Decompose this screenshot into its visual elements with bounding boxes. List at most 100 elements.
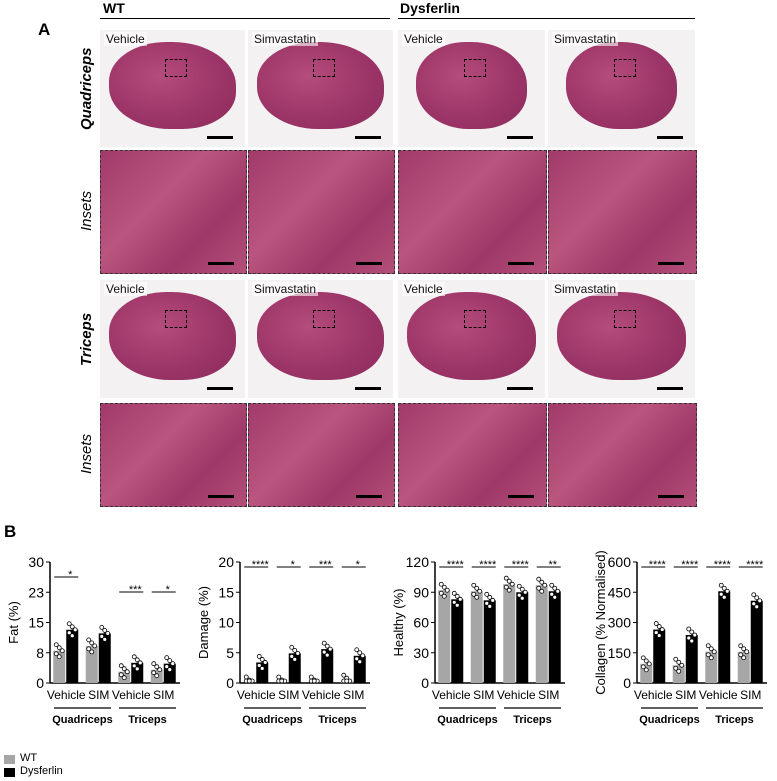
data-point <box>522 589 528 595</box>
y-tick-label: 5 <box>226 645 234 661</box>
data-point <box>673 656 679 662</box>
treatment-caption: Simvastatin <box>552 282 619 296</box>
y-tick-label: 0 <box>36 675 44 691</box>
data-point <box>643 658 649 664</box>
data-point <box>99 633 105 639</box>
data-point <box>676 668 682 674</box>
data-point <box>59 648 65 654</box>
data-point <box>118 672 124 678</box>
inset-region-marker <box>165 59 188 78</box>
data-point <box>99 624 105 630</box>
bar-wt <box>85 645 98 683</box>
inset-region-marker <box>614 59 637 78</box>
scale-bar <box>356 262 382 265</box>
histology-section-image: Simvastatin <box>548 30 695 147</box>
data-point <box>484 600 490 606</box>
data-point <box>689 638 695 644</box>
histology-section-image: Simvastatin <box>248 280 393 398</box>
bar-dysferlin <box>653 629 666 683</box>
y-tick-label: 23 <box>28 584 44 600</box>
data-point <box>509 581 515 587</box>
data-point <box>484 591 490 597</box>
data-point <box>516 583 522 589</box>
row-label-insets-1: Insets <box>78 190 95 232</box>
data-point <box>487 594 493 600</box>
significance-marker: **** <box>649 559 667 571</box>
data-point <box>131 663 137 669</box>
data-point <box>56 654 62 660</box>
scale-bar <box>657 136 683 139</box>
bar-wt <box>438 590 451 683</box>
data-point <box>292 647 298 653</box>
bar-dysferlin <box>548 591 561 683</box>
data-point <box>357 650 363 656</box>
treatment-caption: Simvastatin <box>252 32 319 46</box>
data-point <box>673 665 679 671</box>
group-label: Quadriceps <box>639 714 700 726</box>
data-point <box>259 657 265 662</box>
y-tick-label: 60 <box>413 615 429 631</box>
histology-section-image: Vehicle <box>100 30 245 147</box>
data-point <box>676 659 682 665</box>
y-tick-label: 20 <box>218 554 234 570</box>
data-point <box>289 653 295 659</box>
data-point <box>536 585 542 591</box>
data-point <box>506 587 512 593</box>
data-point <box>321 640 327 646</box>
scale-bar <box>508 262 534 265</box>
data-point <box>656 633 662 638</box>
histology-inset-image <box>548 403 697 507</box>
data-point <box>124 669 130 675</box>
scale-bar <box>355 136 381 139</box>
muscle-section <box>556 292 687 380</box>
significance-marker: *** <box>129 584 143 596</box>
data-point <box>341 672 347 678</box>
data-point <box>360 653 366 659</box>
data-point <box>170 661 176 667</box>
legend-swatch-dysferlin <box>4 768 15 777</box>
treatment-caption: Vehicle <box>104 282 147 296</box>
data-point <box>451 590 457 596</box>
data-point <box>519 586 525 592</box>
data-point <box>516 592 522 598</box>
scale-bar <box>507 387 533 390</box>
significance-marker: * <box>166 584 171 596</box>
data-point <box>549 591 555 597</box>
histology-section-image: Simvastatin <box>548 280 695 398</box>
group-label: Triceps <box>318 714 357 726</box>
data-point <box>656 624 662 629</box>
muscle-section <box>416 42 527 129</box>
row-label-insets-2: Insets <box>78 433 95 475</box>
data-point <box>151 670 157 676</box>
data-point <box>640 655 646 661</box>
data-point <box>167 667 173 673</box>
data-point <box>354 647 360 653</box>
x-tick-label: SIM <box>278 688 299 702</box>
data-point <box>246 678 252 684</box>
data-point <box>357 659 363 665</box>
data-point <box>552 585 558 591</box>
bar-wt <box>535 585 548 683</box>
group-label: Quadriceps <box>437 714 498 726</box>
histology-section-image: Simvastatin <box>248 30 393 147</box>
data-point <box>757 598 763 604</box>
histology-inset-image <box>398 403 547 507</box>
data-point <box>311 678 317 684</box>
data-point <box>454 593 460 599</box>
x-tick-label: Vehicle <box>112 688 151 702</box>
data-point <box>659 627 665 632</box>
data-point <box>66 621 72 627</box>
histology-inset-image <box>100 150 247 274</box>
x-tick-label: SIM <box>473 688 494 702</box>
data-point <box>754 604 760 610</box>
data-point <box>506 578 512 584</box>
data-point <box>69 624 75 630</box>
data-point <box>102 636 108 642</box>
y-tick-label: 30 <box>413 645 429 661</box>
significance-marker: **** <box>252 559 270 571</box>
x-tick-label: SIM <box>153 688 174 702</box>
data-point <box>751 601 757 607</box>
data-point <box>89 640 95 646</box>
data-point <box>539 579 545 585</box>
data-point <box>751 592 757 598</box>
